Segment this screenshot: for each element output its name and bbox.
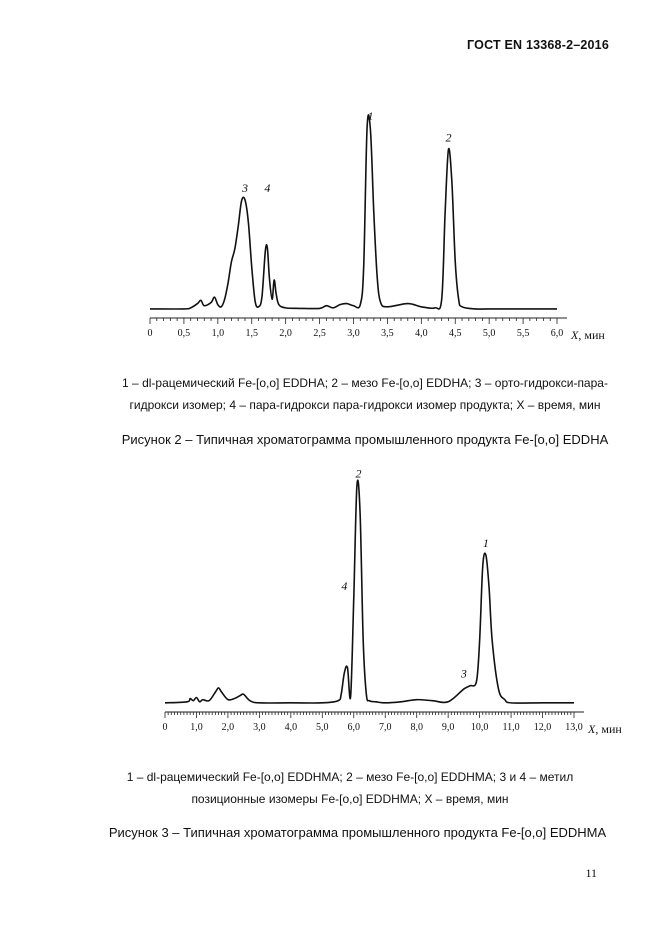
x-axis-label: X, мин [570, 328, 605, 342]
figure-3-legend-line-1: 1 – dl-рацемический Fe-[o,o] EDDHMA; 2 –… [126, 770, 574, 784]
figure-3-caption: Рисунок 3 – Типичная хроматограмма промы… [108, 825, 607, 840]
x-tick-label: 9,0 [442, 722, 455, 733]
x-tick-label: 4,0 [285, 722, 298, 733]
x-tick-label: 3,0 [253, 722, 266, 733]
chromatogram-figure-2: 0 0,5 1,0 1,5 2,0 2,5 3,0 3,5 4,0 4,5 5,0 5,5 6,0 X, … [148, 109, 606, 342]
x-tick-label: 0 [163, 722, 168, 733]
x-tick-label: 1,5 [246, 328, 259, 339]
x-tick-label: 3,5 [381, 328, 394, 339]
document-header: ГОСТ EN 13368-2–2016 [467, 38, 609, 52]
x-tick-label: 5,0 [483, 328, 496, 339]
x-tick-label: 2,0 [279, 328, 292, 339]
peak-label: 2 [445, 131, 451, 145]
x-tick-label: 3,0 [347, 328, 360, 339]
peak-label: 1 [367, 109, 373, 123]
peak-label: 3 [241, 181, 248, 195]
x-tick-label: 2,0 [222, 722, 235, 733]
x-tick-label: 4,0 [415, 328, 428, 339]
x-tick-label: 1,0 [212, 328, 225, 339]
x-tick-label: 13,0 [565, 722, 583, 733]
figure-3-legend-line-2: позиционные изомеры Fe-[o,o] EDDHMA; X –… [191, 792, 509, 806]
figure-2-legend: 1 – dl-рацемический Fe-[o,o] EDDHA; 2 – … [95, 372, 635, 416]
x-tick-label: 10,0 [471, 722, 489, 733]
x-tick-label: 11,0 [503, 722, 520, 733]
chromatogram-trace [149, 114, 557, 310]
peak-label: 2 [355, 470, 361, 481]
figure-2-legend-line-1: 1 – dl-рацемический Fe-[o,o] EDDHA; 2 – … [122, 376, 608, 390]
x-tick-label: 0 [148, 328, 153, 339]
x-tick-label: 7,0 [379, 722, 392, 733]
chromatogram-figure-3: 0 1,0 2,0 3,0 4,0 5,0 6,0 7,0 8,0 9,0 10,0 11,0 12,0… [163, 470, 623, 736]
x-tick-label: 4,5 [449, 328, 462, 339]
x-tick-label: 8,0 [410, 722, 423, 733]
x-tick-label: 2,5 [313, 328, 326, 339]
x-tick-label: 0,5 [178, 328, 191, 339]
peak-label: 4 [341, 579, 347, 593]
figure-3-legend: 1 – dl-рацемический Fe-[o,o] EDDHMA; 2 –… [95, 766, 605, 810]
peak-label: 3 [460, 667, 467, 681]
x-tick-label: 6,0 [348, 722, 361, 733]
chromatogram-trace [164, 479, 574, 704]
x-tick-label: 12,0 [534, 722, 552, 733]
figure-2-caption: Рисунок 2 – Типичная хроматограмма промы… [121, 432, 609, 447]
x-tick-label: 6,0 [551, 328, 564, 339]
x-axis-label: X, мин [587, 722, 622, 736]
peak-label: 4 [264, 181, 270, 195]
peak-label: 1 [483, 536, 489, 550]
x-tick-label: 1,0 [190, 722, 203, 733]
x-tick-label: 5,5 [517, 328, 530, 339]
x-tick-label: 5,0 [316, 722, 329, 733]
page-number: 11 [585, 866, 597, 880]
figure-2-legend-line-2: гидрокси изомер; 4 – пара-гидрокси пара-… [129, 398, 601, 412]
